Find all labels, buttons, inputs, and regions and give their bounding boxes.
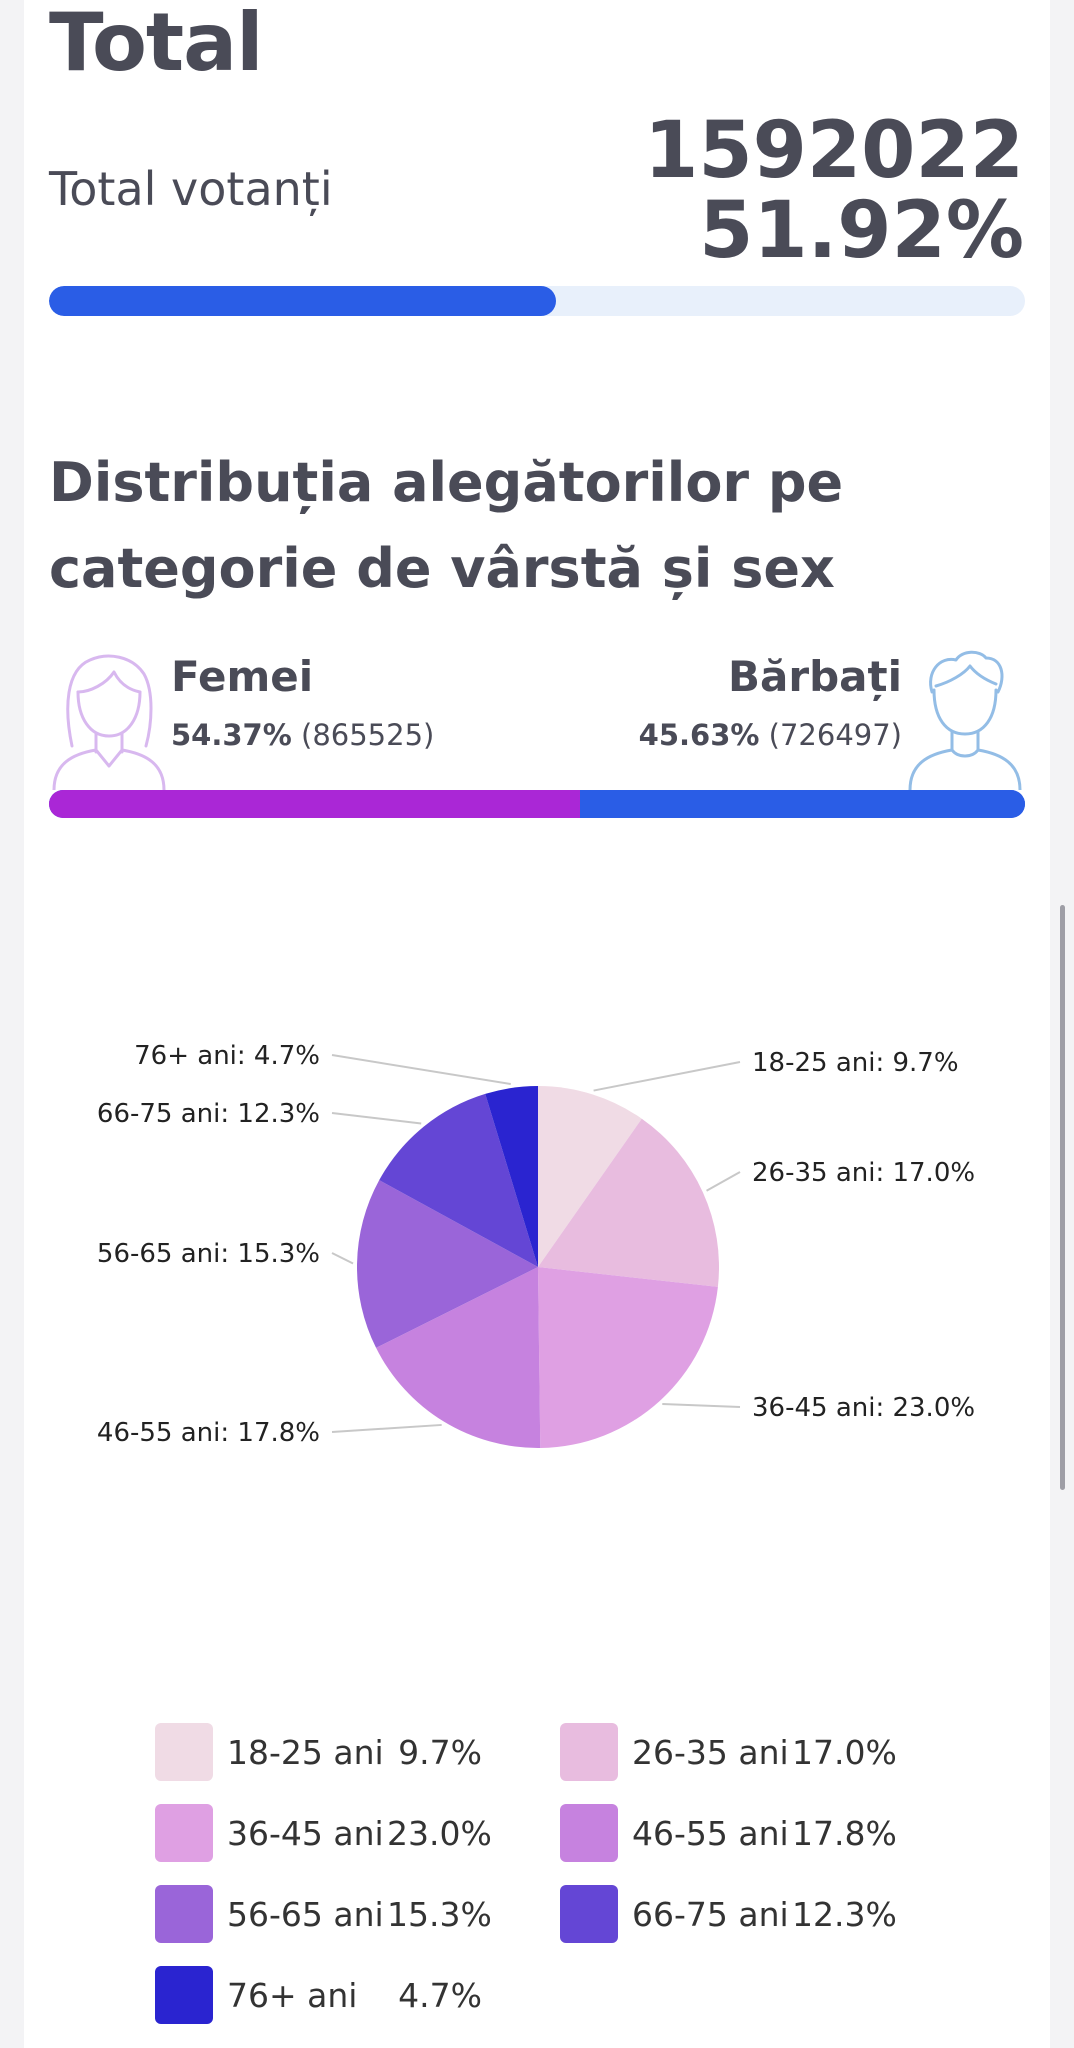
legend-swatch (155, 1885, 213, 1943)
male-count: (726497) (768, 718, 902, 752)
pie-connector-line (331, 1054, 511, 1086)
legend-value: 15.3% (387, 1894, 492, 1934)
legend-value: 17.0% (792, 1732, 897, 1772)
age-pie-chart: 18-25 ani: 9.7% 26-35 ani: 17.0% 36-45 ani… (97, 1041, 975, 1448)
results-card (24, 0, 1050, 2048)
pie-slice-76-ani[interactable] (485, 1086, 538, 1267)
legend-item[interactable]: 66-75 ani 12.3% (560, 1884, 897, 1944)
male-stat: 45.63% (726497) (639, 718, 902, 752)
pie-data-label: 66-75 ani: 12.3% (97, 1099, 320, 1129)
pie-slice-18-25-ani[interactable] (538, 1086, 642, 1267)
legend-label: 46-55 ani (632, 1813, 789, 1853)
pie-data-label: 46-55 ani: 17.8% (97, 1418, 320, 1448)
legend-swatch (560, 1885, 618, 1943)
legend-swatch (155, 1966, 213, 2024)
pie-connector-line (331, 1112, 422, 1125)
legend-item[interactable]: 46-55 ani 17.8% (560, 1803, 897, 1863)
pie-data-label: 26-35 ani: 17.0% (752, 1158, 975, 1188)
female-label: Femei (171, 652, 314, 701)
pie-data-label: 56-65 ani: 15.3% (97, 1239, 320, 1269)
female-stat: 54.37% (865525) (171, 718, 434, 752)
total-voters-percent: 51.92% (699, 186, 1024, 276)
pie-slice-46-55-ani[interactable] (376, 1267, 541, 1448)
pie-slice-56-65-ani[interactable] (356, 1180, 538, 1348)
legend-value: 9.7% (398, 1732, 482, 1772)
legend-swatch (155, 1723, 213, 1781)
male-share-bar (579, 790, 1025, 818)
gender-split-bar (49, 790, 1025, 818)
legend-value: 12.3% (792, 1894, 897, 1934)
legend-value: 23.0% (387, 1813, 492, 1853)
female-share-bar (49, 790, 580, 818)
legend-label: 26-35 ani (632, 1732, 789, 1772)
pie-data-label: 76+ ani: 4.7% (134, 1041, 320, 1071)
turnout-progress-fill (49, 286, 556, 316)
pie-connector-line (331, 1252, 354, 1265)
male-label: Bărbați (728, 652, 902, 701)
scrollbar[interactable] (1060, 905, 1065, 1490)
pie-connector-line (593, 1061, 741, 1092)
pie-data-label: 18-25 ani: 9.7% (752, 1048, 959, 1078)
man-avatar-icon (908, 650, 1022, 790)
turnout-progress-bar (49, 286, 1025, 316)
woman-avatar-icon (52, 654, 166, 790)
pie-slice-36-45-ani[interactable] (538, 1267, 718, 1448)
female-percent: 54.37% (171, 718, 292, 752)
section-title: Total (49, 0, 264, 89)
pie-data-label: 36-45 ani: 23.0% (752, 1393, 975, 1423)
total-voters-label: Total votanți (49, 162, 333, 216)
pie-slice-66-75-ani[interactable] (379, 1093, 538, 1267)
legend-label: 18-25 ani (227, 1732, 384, 1772)
legend-item[interactable]: 36-45 ani 23.0% (155, 1803, 492, 1863)
legend-item[interactable]: 26-35 ani 17.0% (560, 1722, 897, 1782)
legend-label: 66-75 ani (632, 1894, 789, 1934)
legend-label: 56-65 ani (227, 1894, 384, 1934)
legend-item[interactable]: 56-65 ani 15.3% (155, 1884, 492, 1944)
legend-swatch (560, 1723, 618, 1781)
legend-item[interactable]: 18-25 ani 9.7% (155, 1722, 482, 1782)
legend-label: 36-45 ani (227, 1813, 384, 1853)
pie-connector-line (706, 1171, 741, 1192)
total-voters-count: 1592022 (644, 106, 1024, 196)
male-percent: 45.63% (638, 718, 760, 752)
female-count: (865525) (301, 718, 435, 752)
legend-item[interactable]: 76+ ani 4.7% (155, 1965, 482, 2025)
legend-value: 17.8% (792, 1813, 897, 1853)
legend-value: 4.7% (398, 1975, 482, 2015)
pie-slice-26-35-ani[interactable] (538, 1118, 719, 1287)
distribution-title: Distribuția alegătorilor pe categorie de… (49, 451, 844, 600)
legend-label: 76+ ani (227, 1975, 358, 2015)
legend-swatch (155, 1804, 213, 1862)
legend-swatch (560, 1804, 618, 1862)
pie-connector-line (662, 1403, 741, 1408)
pie-connector-line (331, 1423, 442, 1433)
